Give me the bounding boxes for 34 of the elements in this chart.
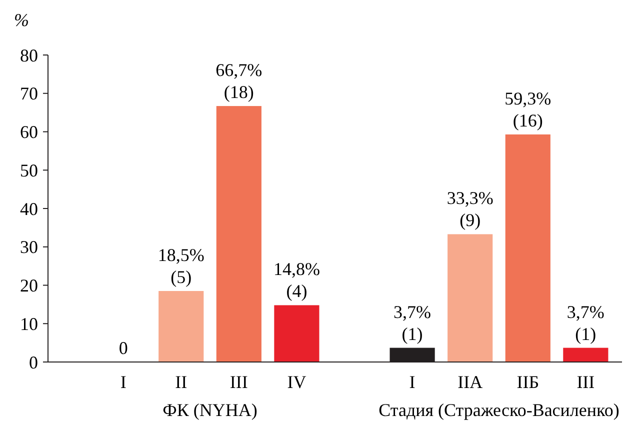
bar bbox=[274, 305, 320, 362]
y-tick-label: 10 bbox=[20, 314, 38, 334]
data-label: 33,3% (9) bbox=[446, 188, 494, 230]
data-label: 14,8% (4) bbox=[273, 259, 320, 302]
bar bbox=[563, 348, 608, 362]
x-tick-label: I bbox=[120, 372, 126, 392]
y-tick-label: 30 bbox=[20, 237, 38, 258]
y-tick-label: 20 bbox=[20, 276, 38, 296]
x-tick-label: II bbox=[175, 372, 188, 392]
bar bbox=[505, 134, 550, 362]
data-label: 66,7% (18) bbox=[216, 60, 262, 102]
bar bbox=[448, 234, 493, 362]
text: Стадия (Стражеско-Василенко) bbox=[378, 400, 620, 420]
y-tick-label: 0 bbox=[29, 352, 38, 372]
y-tick-label: 70 bbox=[20, 84, 38, 104]
text: ФК (NYHA) bbox=[162, 400, 258, 420]
bar bbox=[158, 291, 204, 362]
data-label: 3,7% (1) bbox=[394, 302, 432, 344]
data-label: 3,7% (1) bbox=[566, 302, 604, 344]
data-label: 18,5% (5) bbox=[158, 245, 204, 288]
y-axis-title: % bbox=[14, 10, 29, 30]
x-tick-label: III bbox=[230, 372, 248, 392]
x-tick-label: IIA bbox=[458, 372, 483, 392]
data-label: 0 bbox=[118, 338, 128, 358]
y-tick-label: 80 bbox=[20, 45, 38, 66]
x-tick-label: I bbox=[409, 372, 416, 392]
y-tick-label: 40 bbox=[20, 198, 38, 219]
x-tick-label: IIБ bbox=[516, 372, 540, 392]
x-tick-label: III bbox=[576, 372, 595, 392]
data-label: 59,3% (16) bbox=[504, 88, 552, 130]
bar bbox=[216, 106, 262, 362]
x-tick-label: IV bbox=[287, 372, 306, 392]
y-tick-label: 50 bbox=[20, 160, 38, 180]
y-tick-label: 60 bbox=[20, 122, 38, 142]
